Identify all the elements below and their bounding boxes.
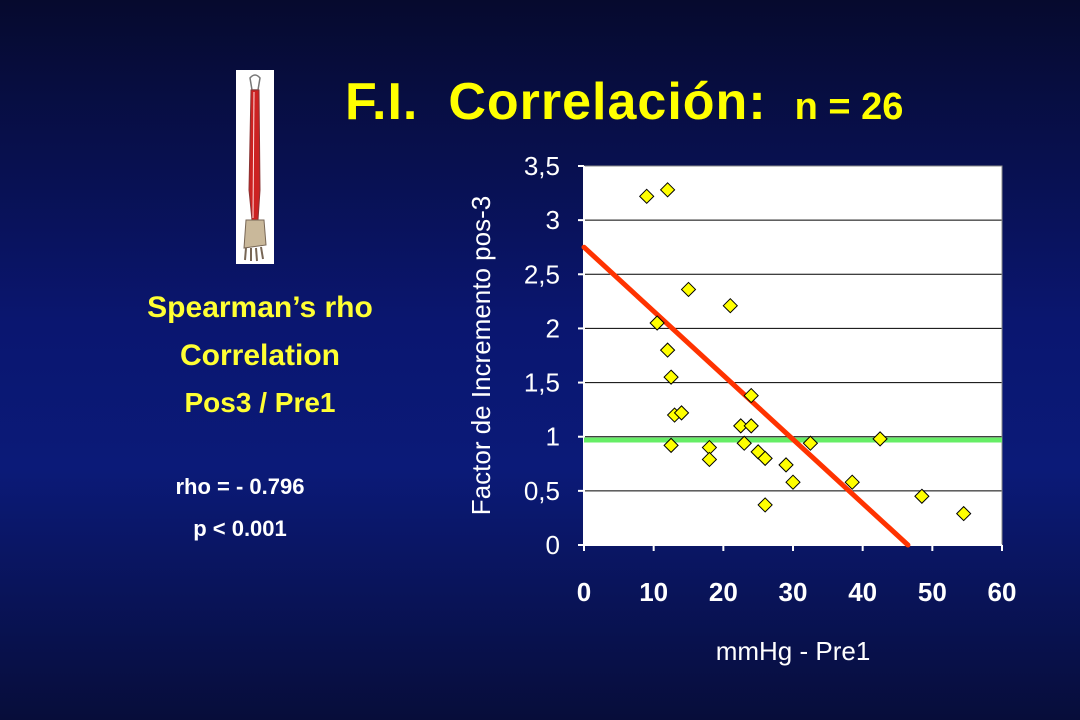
x-tick-label: 0 bbox=[577, 577, 591, 607]
y-tick-label: 1,5 bbox=[524, 368, 560, 398]
x-tick-label: 10 bbox=[639, 577, 668, 607]
data-point bbox=[802, 435, 819, 451]
x-tick-label: 30 bbox=[779, 577, 808, 607]
data-point bbox=[757, 497, 773, 513]
y-tick-label: 1 bbox=[546, 422, 560, 452]
title-main: Correlación: bbox=[448, 73, 767, 131]
title-n: n = 26 bbox=[794, 86, 904, 128]
data-point bbox=[743, 387, 759, 404]
correlation-label: Correlation bbox=[179, 339, 341, 372]
y-tick-label: 3,5 bbox=[524, 151, 560, 181]
y-tick-label: 0 bbox=[546, 530, 560, 560]
data-point bbox=[659, 342, 676, 358]
y-tick-label: 3 bbox=[546, 205, 560, 235]
p-value: p < 0.001 bbox=[193, 516, 287, 541]
data-point bbox=[785, 474, 801, 490]
data-point bbox=[680, 281, 697, 298]
y-tick-label: 0,5 bbox=[524, 476, 560, 506]
data-point bbox=[722, 297, 739, 314]
data-point bbox=[778, 457, 794, 473]
data-point bbox=[914, 488, 930, 504]
data-point bbox=[649, 315, 665, 331]
title-fi: F.I. bbox=[345, 73, 419, 131]
data-point bbox=[844, 474, 860, 490]
data-point bbox=[673, 405, 690, 421]
rho-value: rho = - 0.796 bbox=[175, 474, 305, 499]
data-point bbox=[663, 437, 679, 454]
x-tick-label: 40 bbox=[848, 577, 877, 607]
y-tick-label: 2 bbox=[546, 313, 560, 343]
leg-anatomy-illustration bbox=[236, 70, 274, 264]
data-point bbox=[743, 418, 759, 434]
data-point bbox=[638, 188, 655, 205]
slide-title: F.I. Correlación: n = 26 bbox=[345, 72, 1045, 142]
x-tick-label: 50 bbox=[918, 577, 947, 607]
x-tick-label: 60 bbox=[988, 577, 1017, 607]
data-point bbox=[733, 418, 749, 434]
data-point bbox=[659, 182, 676, 198]
data-point bbox=[663, 369, 679, 385]
data-point bbox=[757, 450, 773, 467]
pos-pre-label: Pos3 / Pre1 bbox=[184, 387, 336, 418]
data-point bbox=[872, 431, 888, 447]
data-point bbox=[955, 505, 972, 522]
data-point bbox=[736, 435, 752, 451]
spearman-label: Spearman’s rho bbox=[147, 291, 373, 324]
y-axis-title: Factor de Incremento pos-3 bbox=[466, 196, 496, 515]
x-tick-label: 20 bbox=[709, 577, 738, 607]
data-point bbox=[701, 451, 718, 468]
y-tick-label: 2,5 bbox=[524, 259, 560, 289]
x-axis-title: mmHg - Pre1 bbox=[716, 636, 871, 666]
